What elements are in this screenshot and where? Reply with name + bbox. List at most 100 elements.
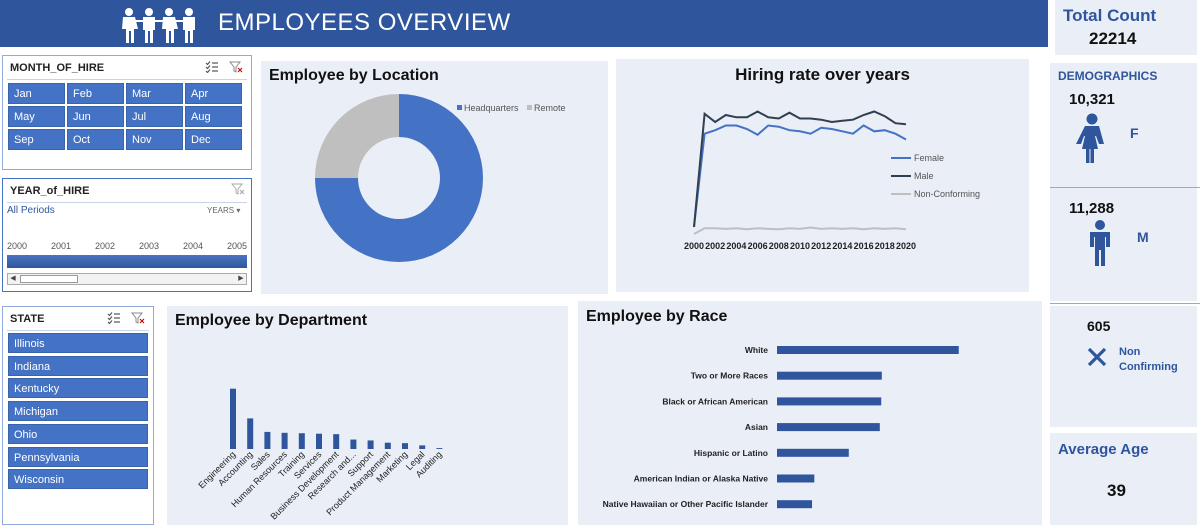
legend-label: Remote (534, 103, 566, 113)
x-tick-label: 2010 (790, 241, 810, 251)
month-button-oct[interactable]: Oct (67, 129, 124, 150)
month-button-mar[interactable]: Mar (126, 83, 183, 104)
multi-select-icon[interactable] (205, 61, 219, 73)
time-level-value: YEARS (207, 206, 235, 215)
multi-select-icon[interactable] (107, 312, 121, 324)
year-label[interactable]: 2002 (95, 241, 116, 251)
dashboard-header: EMPLOYEES OVERVIEW (0, 0, 1048, 47)
department-chart-title: Employee by Department (175, 312, 368, 329)
timeline-bar[interactable] (7, 255, 247, 268)
legend-swatch (527, 105, 532, 110)
month-button-jan[interactable]: Jan (8, 83, 65, 104)
year-label[interactable]: 2000 (7, 241, 28, 251)
bar[interactable] (436, 448, 443, 449)
state-button-wisconsin[interactable]: Wisconsin (8, 469, 148, 490)
total-count-card: Total Count 22214 (1055, 0, 1197, 55)
month-button-dec[interactable]: Dec (185, 129, 242, 150)
state-button-pennsylvania[interactable]: Pennsylvania (8, 446, 148, 467)
x-tick-label: 2006 (748, 241, 768, 251)
state-button-illinois[interactable]: Illinois (8, 333, 148, 353)
male-count-value: 11,288 (1069, 200, 1115, 217)
timeline-scrollbar[interactable]: ◀ ▶ (7, 273, 247, 285)
bar[interactable] (298, 433, 305, 449)
scroll-thumb[interactable] (20, 275, 78, 283)
donut-slice-remote[interactable] (315, 94, 399, 178)
month-button-apr[interactable]: Apr (185, 83, 242, 104)
bar[interactable] (230, 388, 236, 449)
bar[interactable] (419, 445, 426, 449)
x-tick-label: 2020 (896, 241, 916, 251)
male-icon (1090, 220, 1110, 266)
bar[interactable] (333, 434, 340, 449)
month-button-may[interactable]: May (8, 106, 65, 127)
bar[interactable] (384, 442, 391, 449)
x-tick-label: 2016 (854, 241, 874, 251)
x-tick-label: 2002 (705, 241, 725, 251)
bar[interactable] (367, 440, 374, 449)
total-count-label: Total Count (1063, 6, 1157, 25)
year-label[interactable]: 2001 (51, 241, 72, 251)
month-button-nov[interactable]: Nov (126, 129, 183, 150)
all-periods-label: All Periods (7, 205, 55, 216)
bar[interactable] (316, 433, 322, 449)
month-button-aug[interactable]: Aug (185, 106, 242, 127)
state-slicer: STATE Illinois Indiana Kentucky Michigan Ohi… (2, 306, 154, 525)
bar[interactable] (777, 500, 813, 509)
female-icon (1076, 113, 1104, 163)
divider (1050, 187, 1200, 188)
bar[interactable] (777, 474, 815, 483)
month-button-feb[interactable]: Feb (67, 83, 124, 104)
category-label: American Indian or Alaska Native (634, 474, 769, 484)
scroll-right-icon[interactable]: ▶ (238, 275, 244, 282)
bar[interactable] (402, 443, 408, 449)
year-label[interactable]: 2003 (139, 241, 160, 251)
bar[interactable] (264, 431, 271, 449)
x-tick-label: 2012 (811, 241, 831, 251)
month-button-jun[interactable]: Jun (67, 106, 124, 127)
state-slicer-title: STATE (10, 313, 45, 325)
bar[interactable] (247, 418, 254, 449)
clear-filter-icon[interactable] (231, 183, 245, 195)
male-label: M (1137, 229, 1149, 245)
x-tick-label: 2000 (684, 241, 704, 251)
month-slicer-title: MONTH_OF_HIRE (10, 62, 105, 74)
category-label: White (745, 345, 768, 355)
bar[interactable] (777, 423, 880, 432)
series-line-female[interactable] (693, 124, 907, 228)
location-chart-panel: Employee by Location Headquarters Remote (261, 61, 608, 294)
category-label: Two or More Races (691, 371, 769, 381)
non-conforming-value: 605 (1087, 318, 1111, 334)
donut-slice-headquarters[interactable] (315, 94, 483, 262)
state-button-ohio[interactable]: Ohio (8, 423, 148, 444)
year-timeline-slicer: YEAR_of_HIRE All Periods YEARS ▾ 2000 200… (2, 178, 252, 292)
month-button-jul[interactable]: Jul (126, 106, 183, 127)
clear-filter-icon[interactable] (229, 61, 243, 73)
clear-filter-icon[interactable] (131, 312, 145, 324)
series-line-non-conforming[interactable] (693, 226, 907, 235)
bar[interactable] (281, 432, 288, 449)
legend-swatch (457, 105, 462, 110)
average-age-card: Average Age 39 (1050, 433, 1197, 525)
bar[interactable] (777, 448, 849, 457)
state-button-kentucky[interactable]: Kentucky (8, 378, 148, 399)
year-label[interactable]: 2005 (227, 241, 248, 251)
bar[interactable] (777, 397, 882, 406)
category-label: Native Hawaiian or Other Pacific Islande… (603, 499, 769, 509)
month-slicer: MONTH_OF_HIRE Jan Feb Mar Apr May Jun Jul Aug Se… (2, 55, 252, 170)
department-chart-panel: Employee by Department Engineering Accoun… (167, 306, 568, 525)
series-line-male[interactable] (693, 110, 907, 228)
bar[interactable] (777, 371, 882, 380)
month-button-sep[interactable]: Sep (8, 129, 65, 150)
legend-label: Male (914, 171, 934, 181)
legend-label: Non-Conforming (914, 189, 980, 199)
bar[interactable] (777, 346, 959, 354)
state-button-indiana[interactable]: Indiana (8, 355, 148, 376)
year-label[interactable]: 2004 (183, 241, 204, 251)
time-level-dropdown[interactable]: YEARS ▾ (207, 206, 240, 215)
x-tick-label: 2014 (832, 241, 852, 251)
average-age-value: 39 (1107, 481, 1126, 500)
scroll-left-icon[interactable]: ◀ (10, 275, 16, 282)
state-button-michigan[interactable]: Michigan (8, 401, 148, 422)
bar[interactable] (350, 439, 357, 449)
people-group-icon (122, 8, 195, 43)
